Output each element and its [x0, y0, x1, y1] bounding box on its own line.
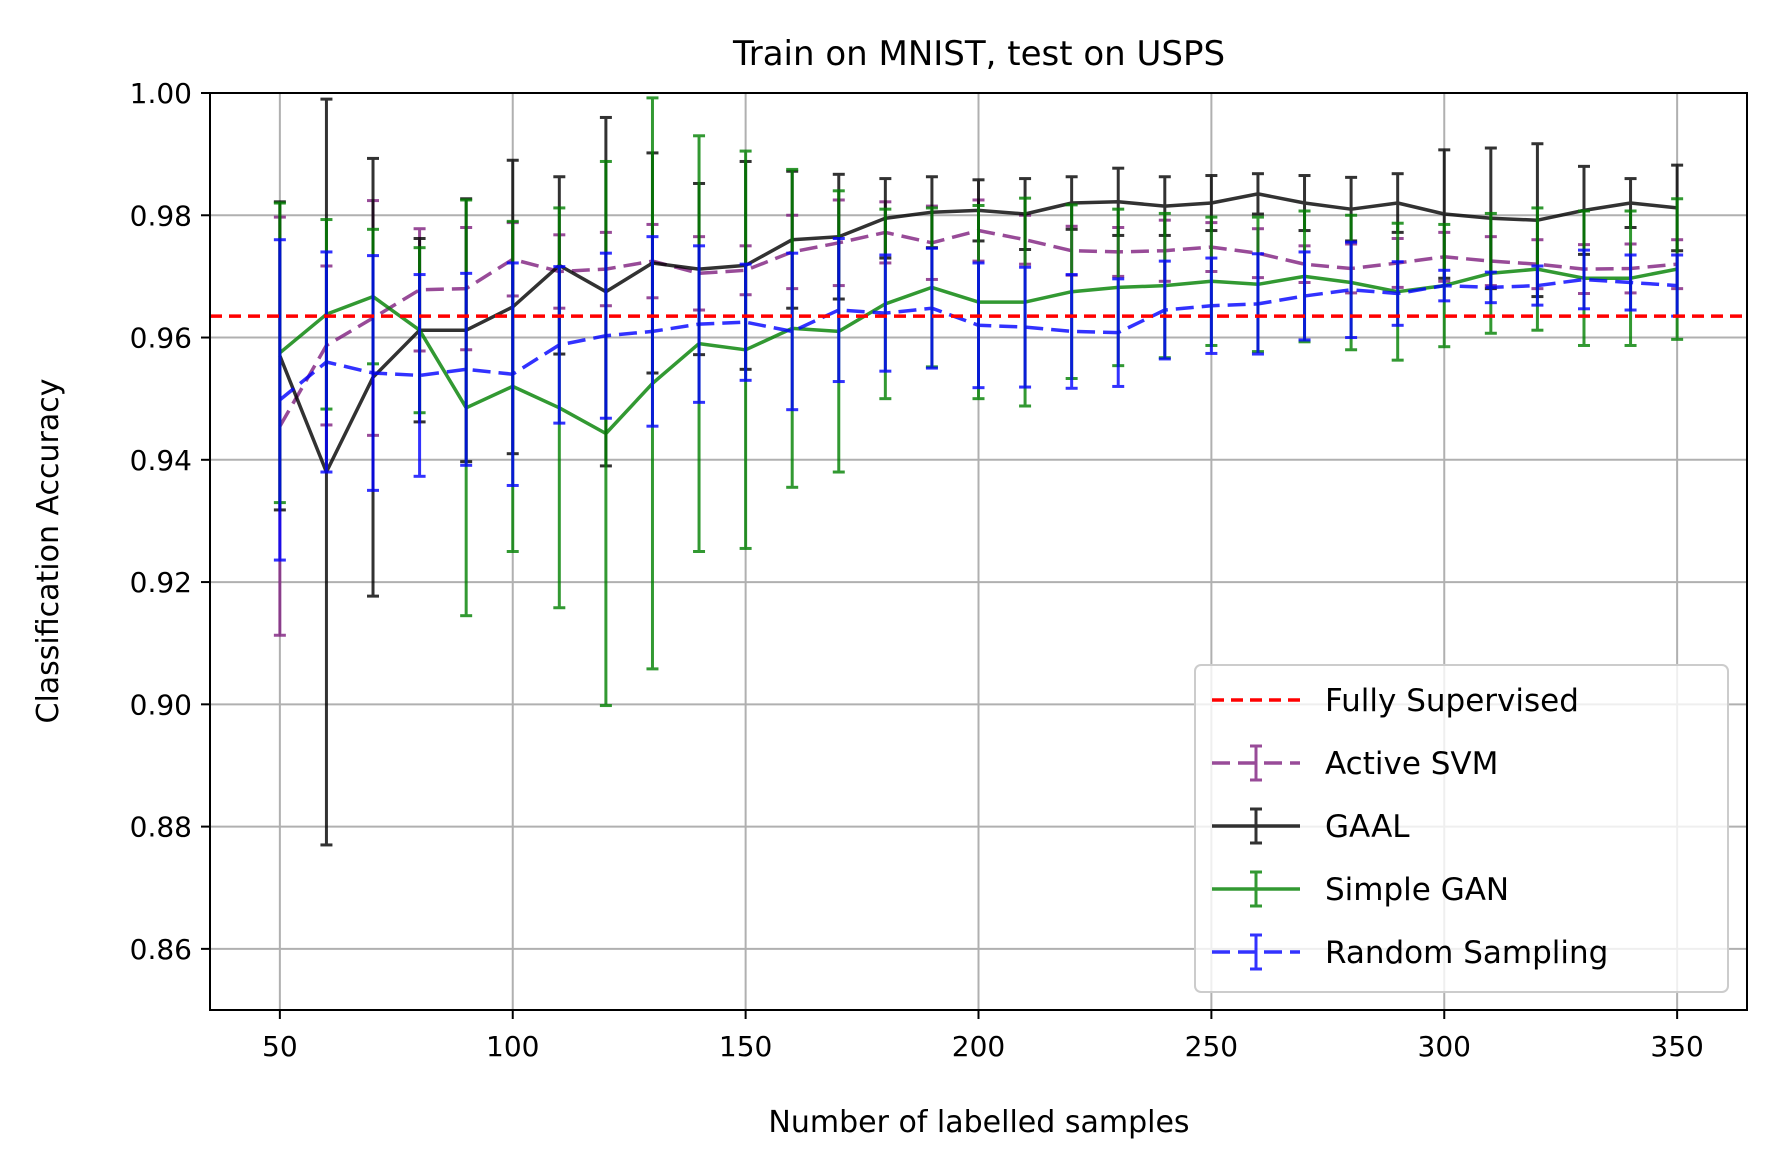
chart-title: Train on MNIST, test on USPS [732, 34, 1225, 74]
series-layer [210, 96, 1747, 847]
x-tick-label: 100 [486, 1030, 539, 1063]
y-tick-label: 0.92 [130, 566, 192, 599]
y-tick-label: 0.90 [130, 688, 192, 721]
series-line-random-sampling [278, 277, 1678, 402]
y-tick-label: 0.86 [130, 933, 192, 966]
legend-label: Active SVM [1325, 746, 1498, 782]
legend-entry-simple-gan [1212, 870, 1300, 908]
x-tick-label: 150 [719, 1030, 772, 1063]
x-tick-label: 50 [262, 1030, 298, 1063]
x-tick-label: 250 [1185, 1030, 1238, 1063]
x-axis-label: Number of labelled samples [768, 1105, 1189, 1140]
y-tick-label: 1.00 [130, 77, 192, 110]
legend-label: Simple GAN [1325, 872, 1509, 908]
x-tick-label: 350 [1650, 1030, 1703, 1063]
legend-frame [1194, 664, 1729, 993]
y-tick-label: 0.88 [130, 811, 192, 844]
legend-label: Random Sampling [1325, 935, 1608, 971]
legend-entry-gaal [1212, 807, 1300, 845]
y-tick-label: 0.96 [130, 322, 192, 355]
legend-entry-random-sampling [1212, 933, 1300, 971]
series-random-sampling [273, 235, 1684, 562]
axis-ticks: 50 100 150 200 250 300 350 0.86 0.88 0.90 0.92 0.94… [130, 77, 1704, 1063]
legend-label: GAAL [1325, 809, 1410, 845]
legend-entries: Fully Supervised Active SVM GAAL Simple GAN… [1212, 683, 1608, 971]
legend-label: Fully Supervised [1325, 683, 1579, 719]
legend: Fully Supervised Active SVM GAAL Simple GAN… [1194, 664, 1729, 993]
x-tick-label: 200 [952, 1030, 1005, 1063]
y-axis-label: Classification Accuracy [31, 379, 66, 724]
legend-entry-active-svm [1212, 744, 1300, 782]
y-tick-label: 0.98 [130, 199, 192, 232]
y-tick-label: 0.94 [130, 444, 192, 477]
x-tick-label: 300 [1418, 1030, 1471, 1063]
plot-area-content [210, 96, 1747, 847]
